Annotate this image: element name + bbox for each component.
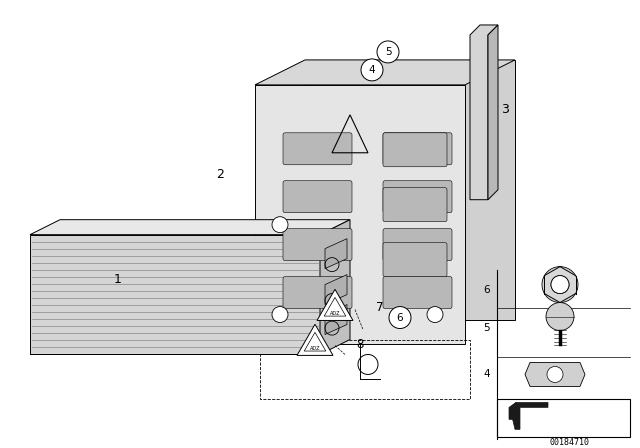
Polygon shape [317,289,353,320]
Polygon shape [509,402,516,419]
FancyBboxPatch shape [383,133,452,165]
FancyBboxPatch shape [283,181,352,213]
Text: 5: 5 [385,47,391,57]
Circle shape [551,276,569,293]
Polygon shape [325,305,347,335]
Circle shape [542,267,578,302]
FancyBboxPatch shape [383,276,452,309]
Polygon shape [325,239,347,269]
Text: 00184710: 00184710 [550,438,590,447]
Polygon shape [305,60,515,319]
Polygon shape [30,235,320,354]
Polygon shape [255,60,515,85]
Text: 2: 2 [216,168,224,181]
Polygon shape [320,220,350,354]
Text: 4: 4 [484,370,490,379]
Polygon shape [525,362,585,387]
Text: 6: 6 [484,284,490,295]
FancyBboxPatch shape [383,228,452,261]
FancyBboxPatch shape [283,228,352,261]
Circle shape [361,59,383,81]
Polygon shape [255,85,465,345]
Circle shape [551,276,569,293]
FancyBboxPatch shape [383,243,447,276]
Text: ADZ: ADZ [310,346,320,351]
Circle shape [427,306,443,323]
Polygon shape [470,25,498,200]
Circle shape [377,41,399,63]
Circle shape [272,306,288,323]
Text: ADZ: ADZ [330,311,340,316]
FancyBboxPatch shape [497,400,630,437]
Polygon shape [30,220,350,235]
Circle shape [272,217,288,233]
Circle shape [547,366,563,383]
Polygon shape [510,402,548,429]
FancyBboxPatch shape [283,276,352,309]
Text: 8: 8 [356,338,364,351]
Polygon shape [488,25,498,200]
Text: 4: 4 [369,65,375,75]
Text: 3: 3 [501,103,509,116]
Circle shape [546,302,574,331]
Text: 5: 5 [484,323,490,332]
FancyBboxPatch shape [383,181,452,213]
Text: 6: 6 [397,313,403,323]
FancyBboxPatch shape [383,188,447,222]
FancyBboxPatch shape [283,133,352,165]
Text: 1: 1 [114,273,122,286]
Polygon shape [297,324,333,355]
FancyBboxPatch shape [383,133,447,167]
Polygon shape [325,275,347,305]
Circle shape [389,306,411,328]
Text: 7: 7 [376,301,384,314]
